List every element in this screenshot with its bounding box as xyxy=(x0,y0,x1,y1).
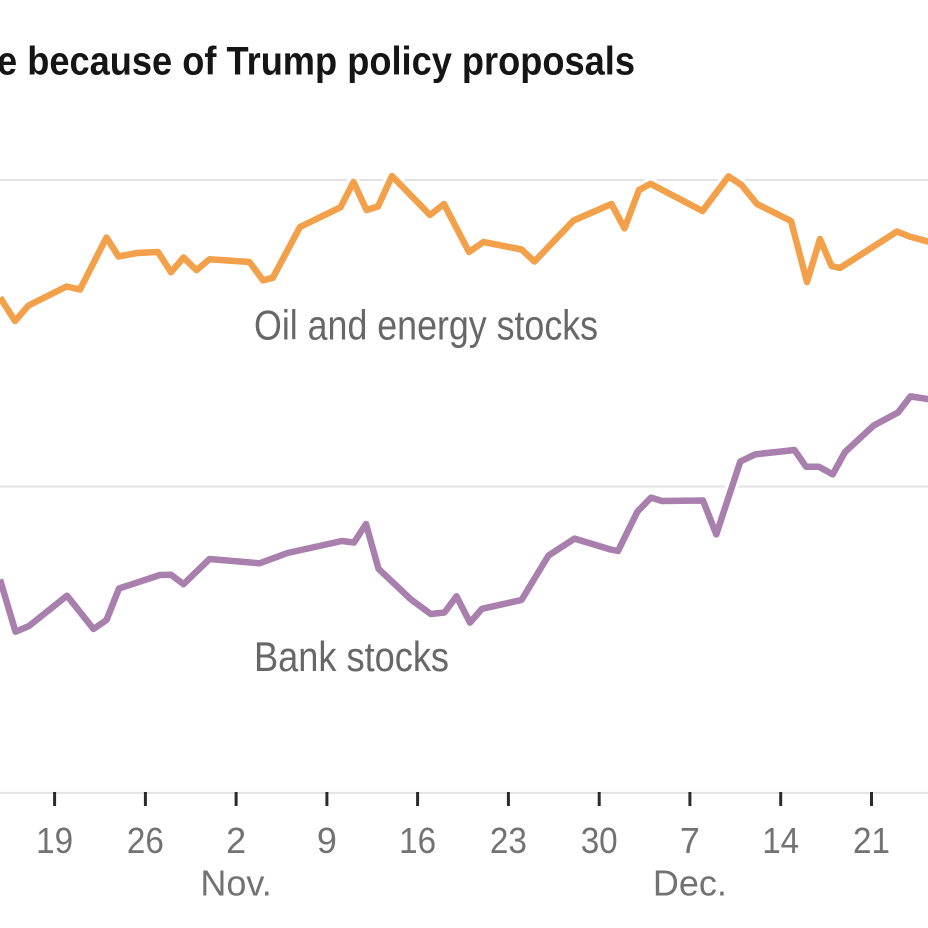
svg-text:Dec.: Dec. xyxy=(653,863,727,904)
svg-text:16: 16 xyxy=(399,820,436,861)
svg-text:14: 14 xyxy=(762,820,799,861)
svg-text:Bank stocks: Bank stocks xyxy=(254,633,449,680)
svg-text:9: 9 xyxy=(317,820,337,861)
svg-text:Nov.: Nov. xyxy=(200,863,271,904)
svg-text:19: 19 xyxy=(36,820,73,861)
svg-text:e because of Trump policy prop: e because of Trump policy proposals xyxy=(0,40,635,84)
svg-text:23: 23 xyxy=(490,820,527,861)
svg-text:2: 2 xyxy=(226,820,246,861)
svg-text:Oil and energy stocks: Oil and energy stocks xyxy=(254,302,598,349)
svg-text:7: 7 xyxy=(680,820,700,861)
svg-text:21: 21 xyxy=(853,820,890,861)
svg-text:30: 30 xyxy=(581,820,618,861)
svg-text:26: 26 xyxy=(127,820,164,861)
